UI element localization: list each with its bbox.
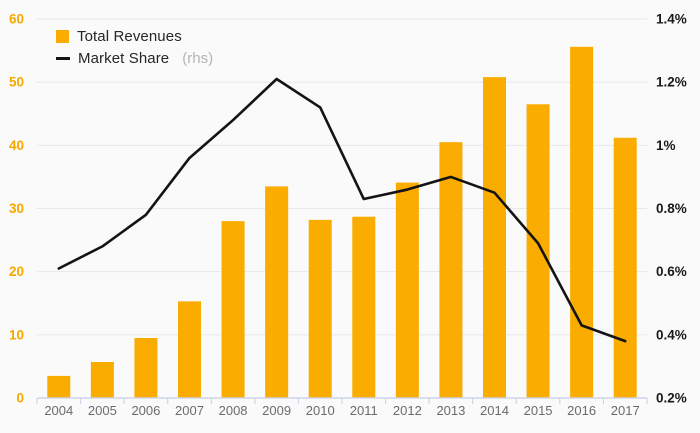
legend-item-total-revenues: Total Revenues <box>56 28 213 45</box>
x-axis-label-2005: 2005 <box>88 403 117 418</box>
revenue-bar-2012 <box>395 182 419 398</box>
revenue-bar-2005 <box>90 361 114 398</box>
left-axis-label-40: 40 <box>9 138 24 153</box>
left-axis-label-20: 20 <box>9 264 24 279</box>
right-axis-label-1.4%: 1.4% <box>656 12 687 27</box>
revenue-bar-2009 <box>265 186 289 398</box>
left-axis-label-60: 60 <box>9 12 24 27</box>
x-axis-label-2014: 2014 <box>480 403 509 418</box>
legend-item-market-share: Market Share (rhs) <box>56 50 213 67</box>
x-axis-label-2015: 2015 <box>524 403 553 418</box>
revenue-bar-2010 <box>308 219 332 398</box>
revenue-bar-2015 <box>526 104 550 399</box>
right-axis-label-0.8%: 0.8% <box>656 201 687 216</box>
x-axis-label-2007: 2007 <box>175 403 204 418</box>
market-share-line <box>57 77 627 343</box>
right-axis-label-1.2%: 1.2% <box>656 75 687 90</box>
x-axis-label-2010: 2010 <box>306 403 335 418</box>
x-axis-label-2011: 2011 <box>350 403 378 418</box>
legend-label-total-revenues: Total Revenues <box>77 28 182 45</box>
market-share-line-icon <box>56 57 70 60</box>
revenue-bar-2008 <box>221 221 245 398</box>
revenue-bar-2007 <box>178 301 201 398</box>
x-axis-label-2017: 2017 <box>611 403 640 418</box>
x-axis-label-2008: 2008 <box>219 403 248 418</box>
left-axis-label-0: 0 <box>16 391 24 406</box>
right-axis-label-1%: 1% <box>656 138 676 153</box>
revenue-bar-2014 <box>483 77 506 398</box>
x-axis-label-2016: 2016 <box>567 403 596 418</box>
revenue-bar-2016 <box>570 46 594 398</box>
total-revenues-swatch-icon <box>56 30 69 43</box>
left-axis-label-10: 10 <box>9 327 24 342</box>
right-axis-label-0.2%: 0.2% <box>656 391 687 406</box>
x-axis-label-2012: 2012 <box>393 403 422 418</box>
x-axis-label-2009: 2009 <box>262 403 291 418</box>
x-axis-label-2006: 2006 <box>131 403 160 418</box>
revenue-bar-2011 <box>352 216 376 398</box>
x-axis-label-2004: 2004 <box>44 403 73 418</box>
legend-label-rhs-note: (rhs) <box>182 50 214 67</box>
x-axis-label-2013: 2013 <box>436 403 465 418</box>
revenue-bar-2013 <box>439 142 463 398</box>
left-axis-label-30: 30 <box>9 201 24 216</box>
chart-legend: Total Revenues Market Share (rhs) <box>56 28 213 67</box>
revenue-bar-2004 <box>47 375 71 398</box>
right-axis-label-0.4%: 0.4% <box>656 327 687 342</box>
left-axis-label-50: 50 <box>9 75 24 90</box>
legend-label-market-share: Market Share <box>78 50 170 67</box>
revenue-bar-2006 <box>134 337 158 398</box>
revenue-bar-2017 <box>613 137 637 398</box>
right-axis-label-0.6%: 0.6% <box>656 264 687 279</box>
